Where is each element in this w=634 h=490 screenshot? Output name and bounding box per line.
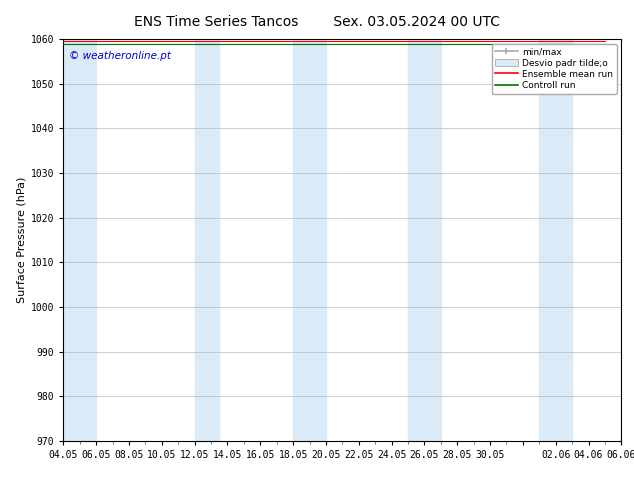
Bar (63, 39, 96, 441)
Bar (293, 39, 326, 441)
Bar (408, 39, 441, 441)
Text: ENS Time Series Tancos        Sex. 03.05.2024 00 UTC: ENS Time Series Tancos Sex. 03.05.2024 0… (134, 15, 500, 29)
Text: © weatheronline.pt: © weatheronline.pt (69, 51, 171, 61)
Bar (195, 39, 219, 441)
Legend: min/max, Desvio padr tilde;o, Ensemble mean run, Controll run: min/max, Desvio padr tilde;o, Ensemble m… (491, 44, 617, 94)
Bar (540, 39, 572, 441)
Y-axis label: Surface Pressure (hPa): Surface Pressure (hPa) (16, 177, 27, 303)
